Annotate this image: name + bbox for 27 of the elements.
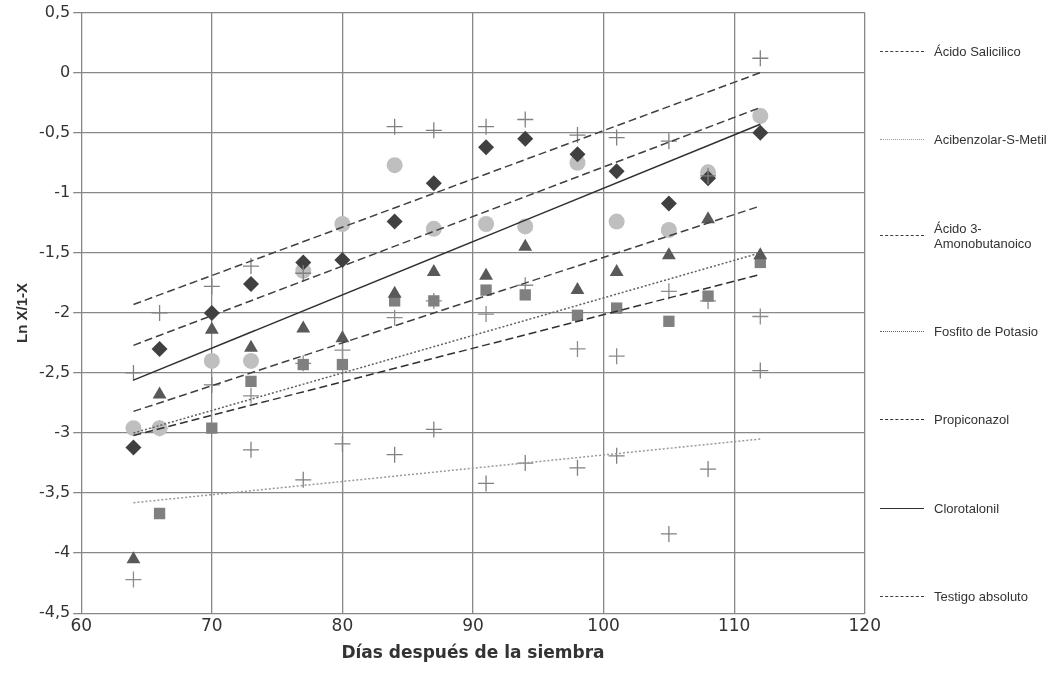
y-tick-label: -3,5 [39,482,71,502]
x-tick-label: 100 [587,614,620,635]
legend-label: Ácido 3-Amonobutanoico [934,220,1033,251]
legend-label: Clorotalonil [934,500,1000,516]
y-tick-label: -4 [54,542,71,562]
x-tick-label: 60 [70,614,93,635]
y-tick-label: 0,5 [44,1,71,21]
y-tick-label: -2 [54,302,71,322]
y-tick-label: -4,5 [39,602,71,622]
y-tick-label: -2,5 [39,362,71,382]
x-tick-label: 70 [200,614,223,635]
y-tick-label: -1 [54,181,71,201]
y-tick-label: 0 [60,61,71,81]
y-tick-label: -1,5 [39,242,71,261]
x-tick-label: 120 [848,614,881,635]
x-tick-label: 110 [717,614,751,635]
legend-label: Propiconazol [934,412,1010,428]
legend-label: Fosfito de Potasio [934,323,1039,339]
x-tick-label: 80 [331,614,354,635]
legend-label: Testigo absoluto [934,588,1028,604]
legend-label: Ácido Salicilico [934,44,1021,59]
y-tick-label: -0,5 [39,121,71,141]
legend-label: Acibenzolar-S-Metil [934,132,1047,148]
x-axis-title: Días después de la siembra [341,642,605,663]
y-axis-title: Ln X/1-X [13,282,31,343]
y-tick-label: -3 [54,422,71,442]
x-tick-label: 90 [462,614,484,635]
